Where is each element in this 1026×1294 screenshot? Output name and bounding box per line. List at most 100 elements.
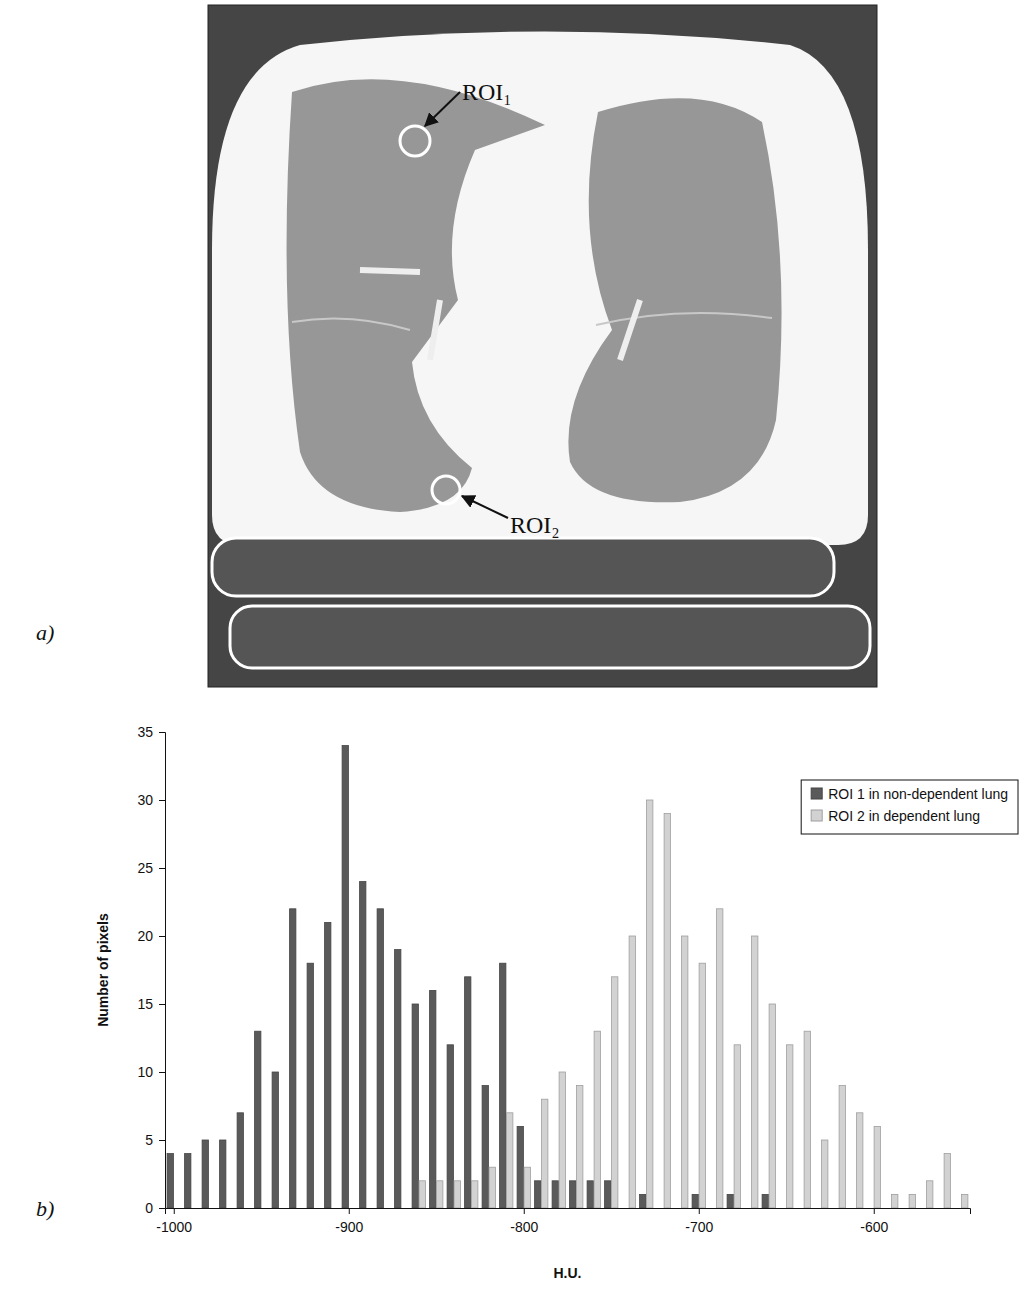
histogram: -1000-900-800-700-60005101520253035H.U.N… [95, 724, 1018, 1281]
bar [290, 909, 296, 1208]
bar [850, 1208, 856, 1209]
bar [377, 909, 383, 1208]
table-pad [212, 538, 834, 596]
bar [892, 1194, 898, 1208]
bar [202, 1140, 208, 1208]
y-tick: 0 [145, 1200, 165, 1216]
bar [787, 1045, 793, 1208]
bar [430, 990, 436, 1208]
x-tick-label: -900 [335, 1219, 363, 1235]
legend-label: ROI 2 in dependent lung [828, 808, 980, 824]
bar [955, 1208, 961, 1209]
bar [332, 1208, 338, 1209]
roi-label: ROI₂ [510, 512, 560, 538]
ct-panel: ROI₁ROI₂ [208, 5, 877, 687]
y-tick: 20 [137, 928, 165, 944]
y-axis: 0 5 10 15 20 25 30 35 [137, 724, 165, 1216]
bar [839, 1086, 845, 1208]
bar [710, 1208, 716, 1209]
ct-background [208, 5, 877, 687]
bar [762, 1194, 768, 1208]
bar [542, 1099, 548, 1208]
bar [752, 936, 758, 1208]
bar [594, 1031, 600, 1208]
bar [559, 1072, 565, 1208]
y-tick: 15 [137, 996, 165, 1012]
bar [402, 1208, 408, 1209]
bar [857, 1113, 863, 1208]
bar [682, 936, 688, 1208]
bar [909, 1194, 915, 1208]
bar [962, 1194, 968, 1208]
bar [500, 963, 506, 1208]
y-tick-label: 35 [137, 724, 153, 740]
y-tick-label: 20 [137, 928, 153, 944]
x-tick: -900 [335, 1208, 363, 1235]
bar [622, 1208, 628, 1209]
bar [769, 1004, 775, 1208]
y-tick-label: 30 [137, 792, 153, 808]
legend-item: ROI 1 in non-dependent lung [811, 786, 1008, 802]
fissures [292, 313, 772, 330]
bar [944, 1154, 950, 1208]
y-tick-label: 10 [137, 1064, 153, 1080]
legend-swatch [811, 810, 822, 821]
bar [349, 1208, 355, 1209]
bar [745, 1208, 751, 1209]
x-axis-title: H.U. [554, 1265, 582, 1281]
bar [395, 950, 401, 1208]
x-tick-mark [174, 1208, 175, 1214]
legend-label: ROI 1 in non-dependent lung [828, 786, 1008, 802]
right-lung [287, 79, 545, 512]
left-lung [568, 98, 781, 502]
bar [342, 746, 348, 1208]
bar [489, 1167, 495, 1208]
vessels [360, 270, 640, 360]
bar [482, 1086, 488, 1208]
y-tick-mark [159, 1208, 165, 1209]
bar [297, 1208, 303, 1209]
bar [447, 1045, 453, 1208]
roi-circle [432, 476, 460, 504]
roi-circle [400, 126, 430, 156]
bar [734, 1045, 740, 1208]
bar [472, 1181, 478, 1208]
y-tick: 35 [137, 724, 165, 740]
bar [640, 1194, 646, 1208]
y-tick-label: 5 [145, 1132, 153, 1148]
bar [314, 1208, 320, 1209]
bar [717, 909, 723, 1208]
bar [255, 1031, 261, 1208]
x-tick-mark [524, 1208, 525, 1214]
bar [244, 1208, 250, 1209]
bar [727, 1194, 733, 1208]
x-tick-mark [874, 1208, 875, 1214]
bar [367, 1208, 373, 1209]
bar [552, 1181, 558, 1208]
panel-label: b) [36, 1196, 54, 1221]
bar [192, 1208, 198, 1209]
bar [692, 1194, 698, 1208]
bar [220, 1140, 226, 1208]
bar [927, 1181, 933, 1208]
bar [664, 814, 670, 1208]
panel-label: a) [36, 620, 54, 645]
legend: ROI 1 in non-dependent lung ROI 2 in depe… [801, 780, 1018, 834]
bar [577, 1086, 583, 1208]
table [230, 606, 870, 668]
y-tick-mark [159, 1004, 165, 1005]
bar [465, 977, 471, 1208]
bar [885, 1208, 891, 1209]
bar [937, 1208, 943, 1209]
y-tick-label: 15 [137, 996, 153, 1012]
x-tick: -600 [860, 1208, 888, 1235]
x-tick: -1000 [156, 1208, 192, 1235]
y-tick: 25 [137, 860, 165, 876]
bar [279, 1208, 285, 1209]
bar [174, 1208, 180, 1209]
bar [437, 1181, 443, 1208]
bar [185, 1154, 191, 1208]
bar [507, 1113, 513, 1208]
bar [647, 800, 653, 1208]
bar [605, 1181, 611, 1208]
